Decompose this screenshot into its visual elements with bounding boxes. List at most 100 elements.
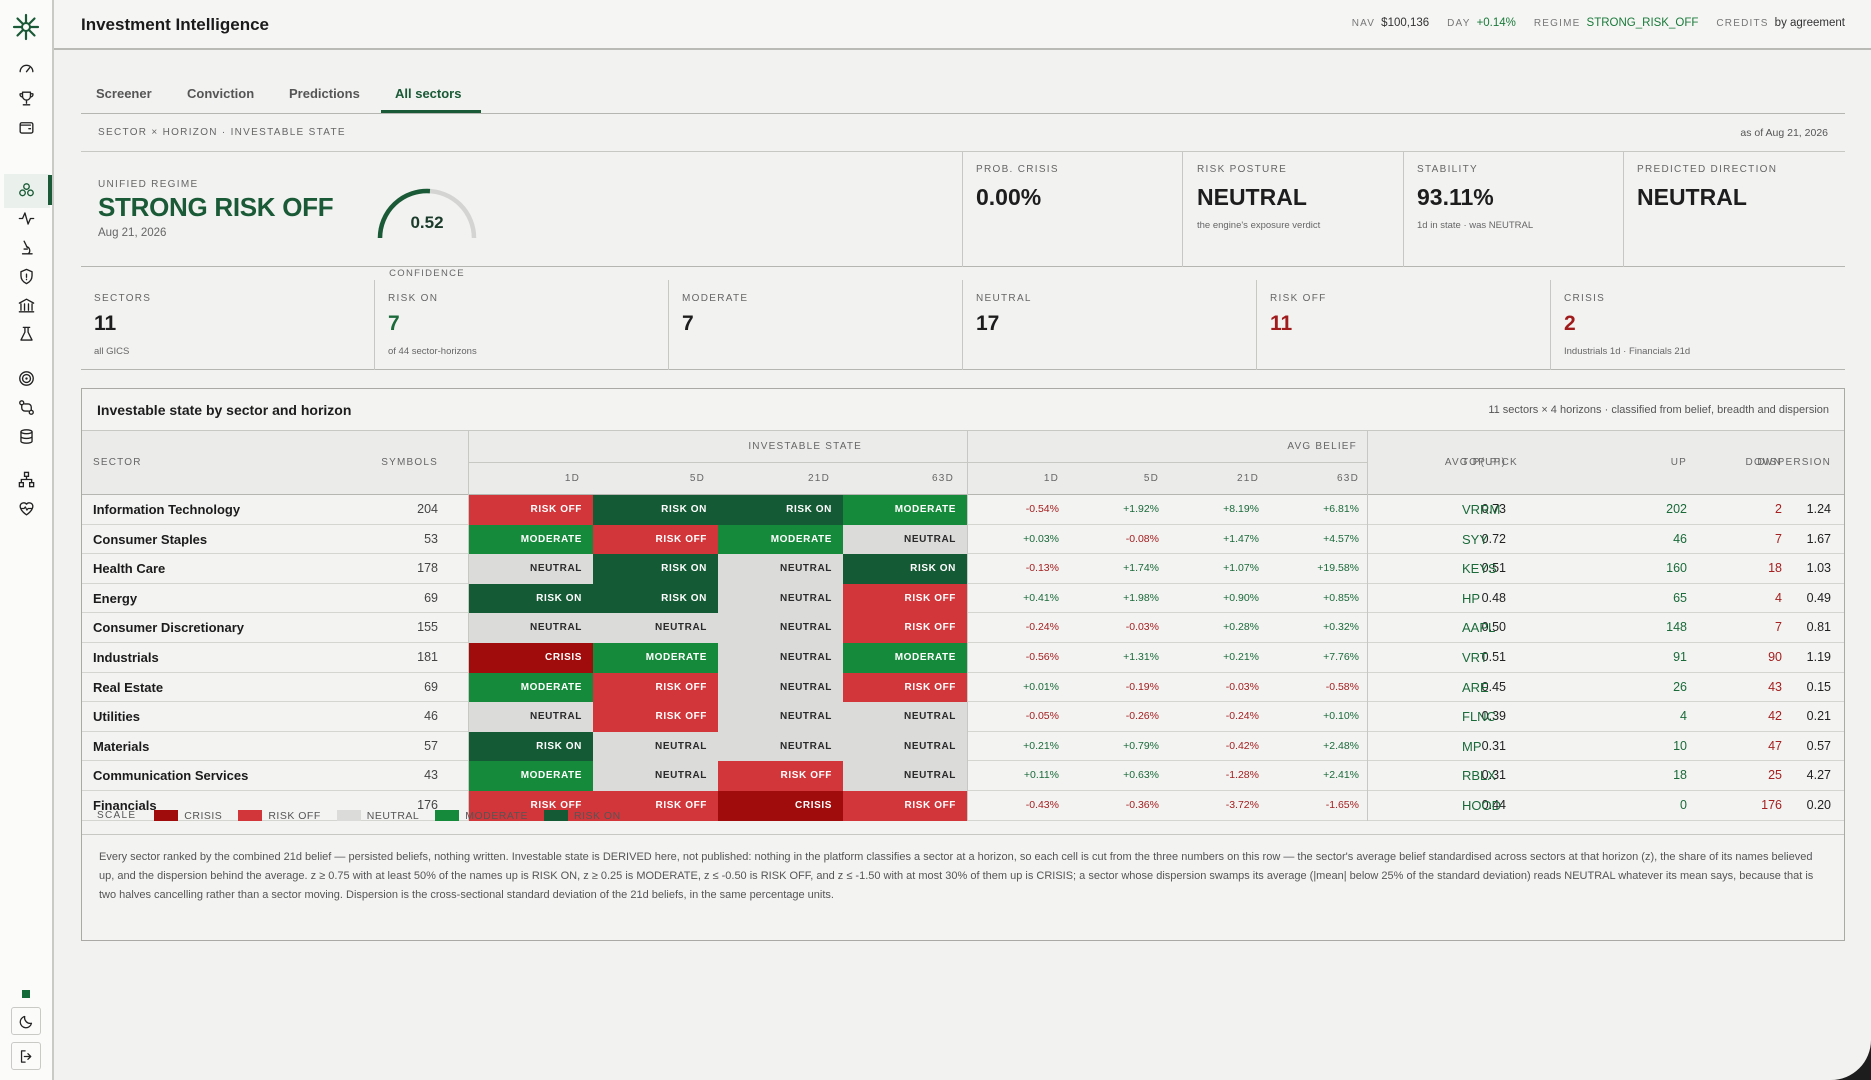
col-sector[interactable]: SECTOR [93,457,142,468]
state-cell[interactable]: NEUTRAL [718,613,843,643]
state-cell[interactable]: RISK OFF [593,702,718,732]
top-pick-link[interactable]: VRRM [1462,502,1501,517]
sector-name[interactable]: Financials [93,798,157,813]
state-cell[interactable]: RISK OFF [843,791,967,821]
state-cell[interactable]: NEUTRAL [593,731,718,762]
sidebar-wallet-button[interactable] [14,115,38,139]
state-cell[interactable]: NEUTRAL [718,583,843,614]
state-cell[interactable]: RISK OFF [593,672,718,703]
top-pick-link[interactable]: RBLX [1462,768,1496,784]
top-pick-link[interactable]: SYY [1462,531,1489,547]
col-top-pick[interactable]: TOP PICK [1462,457,1518,468]
sidebar-bank-button[interactable] [14,293,38,317]
state-cell[interactable]: NEUTRAL [468,613,593,643]
state-cell[interactable]: RISK OFF [468,495,593,525]
table-row[interactable]: Consumer Discretionary 155 NEUTRAL NEUTRAL N… [82,613,1844,643]
table-row[interactable]: Energy 69 RISK ON RISK ON NEUTRAL RISK OFF +0.… [82,583,1844,614]
sector-name[interactable]: Industrials [93,650,159,665]
table-row[interactable]: Consumer Staples 53 MODERATE RISK OFF MODERA… [82,524,1844,555]
app-logo-icon[interactable] [11,12,41,42]
top-pick-link[interactable]: FLNC [1462,709,1496,725]
sidebar-gauge-button[interactable] [14,56,38,80]
state-cell[interactable]: NEUTRAL [718,643,843,673]
sector-name[interactable]: Health Care [93,561,166,577]
state-cell[interactable]: RISK ON [843,554,967,584]
sector-name[interactable]: Communication Services [93,768,249,784]
state-cell[interactable]: RISK ON [593,583,718,614]
state-cell[interactable]: RISK OFF [593,524,718,555]
top-pick-link[interactable]: VRT [1462,650,1488,665]
state-cell[interactable]: NEUTRAL [843,702,967,732]
col-down[interactable]: DOWN [1745,457,1782,468]
col-belief-5d[interactable]: 5D [1143,473,1159,484]
col-state-21d[interactable]: 21D [808,473,830,484]
sidebar-flask-button[interactable] [14,322,38,346]
sector-name[interactable]: Energy [93,590,138,606]
sidebar-database-button[interactable] [14,424,38,448]
tab-screener[interactable]: Screener [96,86,152,101]
state-cell[interactable]: NEUTRAL [718,672,843,703]
state-cell[interactable]: MODERATE [468,761,593,791]
table-row[interactable]: Financials 176 RISK OFF RISK OFF CRISIS RISK … [82,791,1844,821]
top-pick-link[interactable]: MP [1462,738,1482,754]
state-cell[interactable]: RISK ON [468,731,593,762]
state-cell[interactable]: RISK ON [718,495,843,525]
col-avg-pup[interactable]: AVG P(UP) [1444,457,1506,468]
table-row[interactable]: Health Care 178 NEUTRAL RISK ON NEUTRAL RISK … [82,554,1844,584]
col-belief-1d[interactable]: 1D [1043,473,1059,484]
state-cell[interactable]: MODERATE [593,643,718,673]
logout-button[interactable] [11,1042,41,1070]
sidebar-trophy-button[interactable] [14,86,38,110]
top-pick-link[interactable]: AAPL [1462,620,1496,636]
sidebar-git-compare-button[interactable] [14,395,38,419]
state-cell[interactable]: NEUTRAL [593,613,718,643]
sidebar-sectors-button[interactable] [14,178,38,202]
state-cell[interactable]: RISK OFF [843,672,967,703]
state-cell[interactable]: RISK OFF [718,761,843,791]
state-cell[interactable]: NEUTRAL [718,702,843,732]
col-belief-21d[interactable]: 21D [1237,473,1259,484]
state-cell[interactable]: CRISIS [718,791,843,821]
table-row[interactable]: Industrials 181 CRISIS MODERATE NEUTRAL MODER… [82,643,1844,673]
sector-name[interactable]: Real Estate [93,679,164,695]
table-row[interactable]: Communication Services 43 MODERATE NEUTRAL R… [82,761,1844,791]
state-cell[interactable]: NEUTRAL [843,524,967,555]
table-row[interactable]: Materials 57 RISK ON NEUTRAL NEUTRAL NEUTRAL +… [82,731,1844,762]
state-cell[interactable]: RISK OFF [593,791,718,821]
col-dispersion[interactable]: DISPERSION [1757,457,1831,468]
tab-conviction[interactable]: Conviction [187,86,255,101]
col-symbols[interactable]: SYMBOLS [381,457,438,468]
col-state-63d[interactable]: 63D [932,473,954,484]
tab-all-sectors[interactable]: All sectors [395,86,462,101]
state-cell[interactable]: RISK OFF [468,791,593,821]
sidebar-heart-pulse-button[interactable] [14,496,38,520]
state-cell[interactable]: NEUTRAL [843,761,967,791]
state-cell[interactable]: NEUTRAL [718,731,843,762]
sector-name[interactable]: Consumer Staples [93,531,208,547]
table-row[interactable]: Real Estate 69 MODERATE RISK OFF NEUTRAL RISK… [82,672,1844,703]
state-cell[interactable]: NEUTRAL [468,554,593,584]
state-cell[interactable]: MODERATE [843,643,967,673]
state-cell[interactable]: MODERATE [718,524,843,555]
sector-name[interactable]: Consumer Discretionary [93,620,244,636]
state-cell[interactable]: MODERATE [843,495,967,525]
col-up[interactable]: UP [1670,457,1687,468]
state-cell[interactable]: RISK OFF [843,583,967,614]
tab-predictions[interactable]: Predictions [289,86,360,101]
theme-toggle-button[interactable] [11,1007,41,1035]
state-cell[interactable]: RISK ON [593,554,718,584]
top-pick-link[interactable]: HP [1462,590,1481,606]
col-state-1d[interactable]: 1D [564,473,580,484]
state-cell[interactable]: MODERATE [468,524,593,555]
top-pick-link[interactable]: HOOD [1462,798,1501,813]
state-cell[interactable]: NEUTRAL [593,761,718,791]
state-cell[interactable]: MODERATE [468,672,593,703]
top-pick-link[interactable]: ARE [1462,679,1489,695]
state-cell[interactable]: RISK ON [593,495,718,525]
state-cell[interactable]: RISK OFF [843,613,967,643]
sidebar-shield-button[interactable] [14,264,38,288]
table-row[interactable]: Information Technology 204 RISK OFF RISK ON… [82,495,1844,525]
state-cell[interactable]: NEUTRAL [468,702,593,732]
sector-name[interactable]: Information Technology [93,502,241,517]
state-cell[interactable]: CRISIS [468,643,593,673]
